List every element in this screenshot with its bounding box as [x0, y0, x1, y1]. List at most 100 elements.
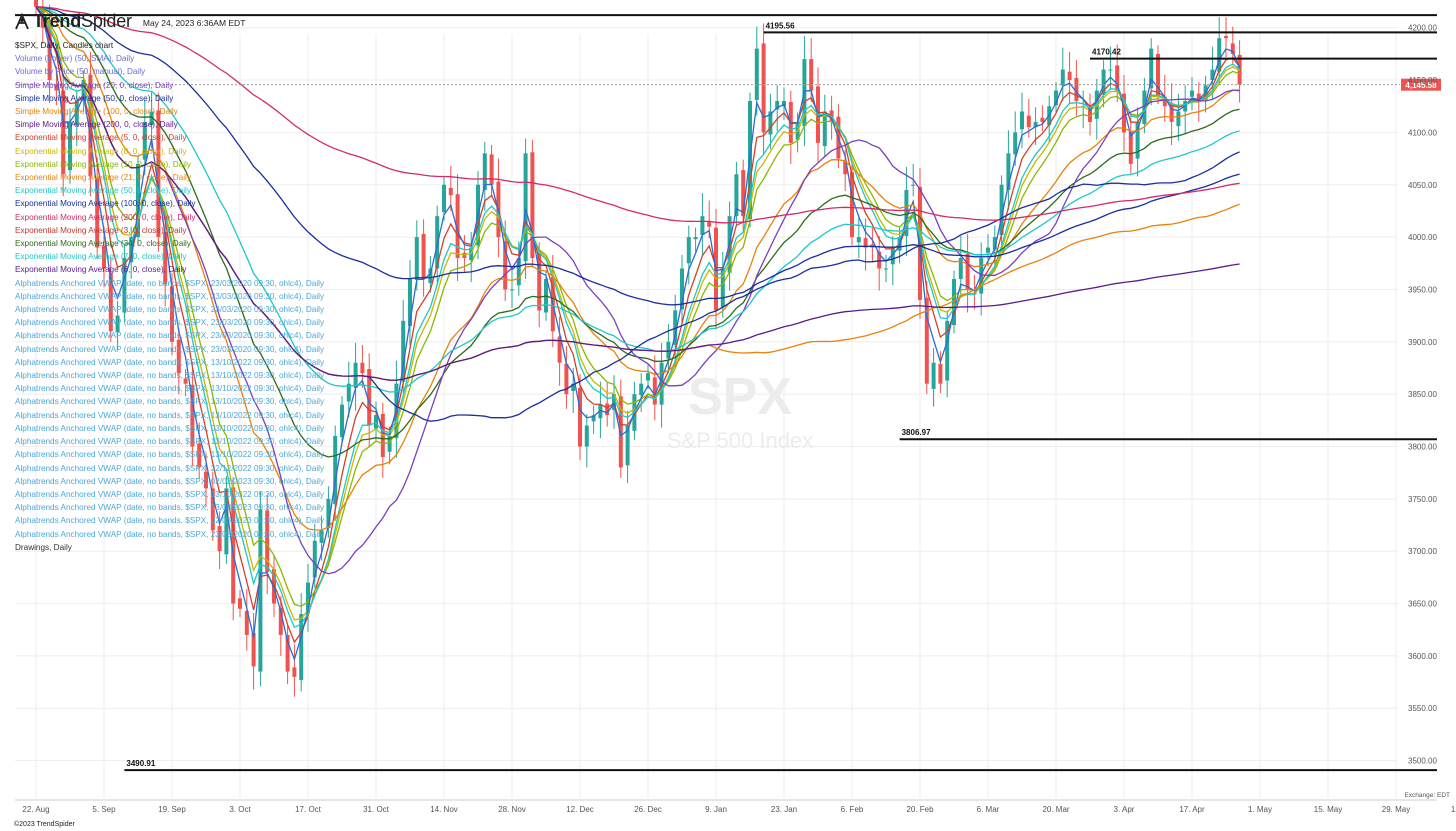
level-label: 3806.97 [902, 428, 931, 437]
candle [224, 488, 229, 555]
candle [646, 373, 650, 381]
candle [659, 362, 664, 405]
legend-item[interactable]: Exponential Moving Average (7, 0, close)… [15, 252, 187, 262]
candle [530, 152, 535, 259]
candle [809, 59, 814, 91]
candle [142, 121, 147, 160]
y-tick-label: 4050.00 [1408, 181, 1437, 190]
legend-item[interactable]: Alphatrends Anchored VWAP (date, no band… [15, 503, 325, 513]
level-label: 4170.42 [1092, 48, 1121, 57]
candle [1169, 103, 1174, 122]
legend-item[interactable]: Exponential Moving Average (200, 0, clos… [15, 212, 196, 222]
legend-item[interactable]: Exponential Moving Average (6, 0, close)… [15, 265, 187, 275]
candle [102, 245, 106, 269]
y-tick-label: 3550.00 [1408, 704, 1437, 713]
candle [1026, 115, 1031, 128]
candle [952, 278, 956, 326]
legend-item[interactable]: Alphatrends Anchored VWAP (date, no band… [15, 410, 325, 420]
y-axis: 3500.00 3550.00 3600.00 3650.00 3700.00 3750.… [1408, 24, 1437, 766]
legend-item[interactable]: Exponential Moving Average (10, 0, close… [15, 159, 191, 169]
legend-item[interactable]: Alphatrends Anchored VWAP (date, no band… [15, 371, 325, 381]
copyright-text: ©2023 TrendSpider [14, 821, 75, 828]
legend-item[interactable]: Alphatrends Anchored VWAP (date, no band… [15, 437, 325, 447]
legend-item[interactable]: Exponential Moving Average (21, 0, close… [15, 173, 191, 183]
candle [652, 377, 657, 405]
legend-item[interactable]: Exponential Moving Average (34, 0, close… [15, 239, 191, 249]
legend-item[interactable]: Alphatrends Anchored VWAP (date, no band… [15, 344, 325, 354]
legend-item[interactable]: Simple Moving Average (50, 0, close), Da… [15, 93, 174, 103]
legend-item[interactable]: Alphatrends Anchored VWAP (date, no band… [15, 305, 325, 315]
candle [571, 383, 576, 392]
legend-item[interactable]: $SPX, Daily, Candles chart [15, 41, 114, 50]
ma-line [35, 6, 1240, 381]
legend-item[interactable]: Exponential Moving Average (50, 0, close… [15, 186, 191, 196]
candle [1060, 69, 1065, 86]
legend-item[interactable]: Alphatrends Anchored VWAP (date, no band… [15, 291, 325, 301]
candle [999, 184, 1004, 236]
legend-item[interactable]: Alphatrends Anchored VWAP (date, no band… [15, 278, 325, 288]
legend-item[interactable]: Alphatrends Anchored VWAP (date, no band… [15, 489, 325, 499]
legend-item[interactable]: Alphatrends Anchored VWAP (date, no band… [15, 423, 325, 433]
last-price-label: 4,145.58 [1405, 81, 1437, 90]
candle [482, 153, 487, 190]
legend-item[interactable]: Alphatrends Anchored VWAP (date, no band… [15, 516, 325, 526]
candle [170, 286, 174, 342]
legend-item[interactable]: Alphatrends Anchored VWAP (date, no band… [15, 529, 325, 539]
legend-item[interactable]: Alphatrends Anchored VWAP (date, no band… [15, 318, 325, 328]
candle [272, 568, 276, 604]
candle [686, 237, 691, 264]
brand-logo[interactable]: TrendSpider [33, 11, 132, 31]
legend-item[interactable]: Volume by Price (50, manual), Daily [15, 67, 146, 77]
candle [115, 315, 120, 333]
legend-item[interactable]: Exponential Moving Average (100, 0, clos… [15, 199, 196, 209]
candle [74, 100, 79, 126]
candle [421, 233, 426, 279]
candle [958, 258, 963, 279]
candle [877, 251, 882, 269]
candle [68, 121, 72, 171]
candle [183, 378, 188, 384]
ma-line [35, 6, 1240, 306]
levels: 4195.56 4170.42 3806.97 3490.91 [15, 14, 1437, 772]
candle [244, 610, 249, 635]
candle [176, 339, 181, 374]
candle [598, 404, 603, 419]
candle [734, 174, 739, 217]
watermark-name: S&P 500 Index [667, 428, 813, 453]
legend-item[interactable]: Alphatrends Anchored VWAP (date, no band… [15, 357, 325, 367]
candle [1094, 90, 1099, 119]
legend-item[interactable]: Exponential Moving Average (3, 0, close)… [15, 225, 187, 235]
legend-item[interactable]: Volume (Lower) (50, SMA), Daily [15, 54, 135, 64]
legend-item[interactable]: Alphatrends Anchored VWAP (date, no band… [15, 397, 325, 407]
candle [945, 320, 950, 381]
legend-item[interactable]: Simple Moving Average (200, 0, close), D… [15, 120, 178, 130]
legend-item[interactable]: Drawings, Daily [15, 542, 72, 552]
legend-item[interactable]: Simple Moving Average (20, 0, close), Da… [15, 80, 174, 90]
candle [754, 48, 759, 100]
candle [265, 510, 270, 573]
x-tick-label: 6. Feb [841, 805, 864, 814]
candle [1108, 69, 1113, 71]
legend-item[interactable]: Alphatrends Anchored VWAP (date, no band… [15, 384, 325, 394]
legend-item[interactable]: Exponential Moving Average (8, 0, close)… [15, 146, 187, 156]
y-tick-label: 4150.00 [1408, 76, 1437, 85]
legend-item[interactable]: Simple Moving Average (100, 0, close), D… [15, 107, 178, 117]
legend-item[interactable]: Alphatrends Anchored VWAP (date, no band… [15, 331, 325, 341]
candle [455, 194, 460, 259]
candle [612, 394, 616, 410]
y-tick-label: 3700.00 [1408, 547, 1437, 556]
candle [884, 268, 888, 270]
candle [605, 403, 610, 416]
candle [414, 237, 419, 281]
candle [1088, 107, 1092, 122]
candle [618, 396, 623, 468]
legend-item[interactable]: Alphatrends Anchored VWAP (date, no band… [15, 463, 325, 473]
candle [108, 273, 113, 332]
legend-item[interactable]: Alphatrends Anchored VWAP (date, no band… [15, 476, 325, 486]
x-tick-label: 29. May [1382, 805, 1410, 814]
x-tick-label: 3. Apr [1114, 805, 1135, 814]
candle [924, 297, 929, 384]
legend-item[interactable]: Alphatrends Anchored VWAP (date, no band… [15, 450, 325, 460]
legend-item[interactable]: Exponential Moving Average (5, 0, close)… [15, 133, 187, 143]
